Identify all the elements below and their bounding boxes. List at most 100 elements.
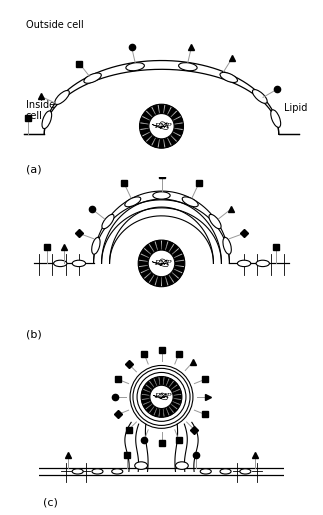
- Polygon shape: [166, 378, 173, 387]
- Text: Outside cell: Outside cell: [26, 20, 83, 30]
- Circle shape: [138, 240, 185, 287]
- Text: Lipid: Lipid: [284, 102, 307, 113]
- Ellipse shape: [240, 469, 251, 474]
- Ellipse shape: [126, 63, 144, 71]
- Ellipse shape: [125, 197, 141, 207]
- Text: Inside
cell: Inside cell: [26, 99, 55, 121]
- Ellipse shape: [92, 237, 100, 254]
- Polygon shape: [142, 111, 152, 120]
- Polygon shape: [168, 135, 177, 146]
- Circle shape: [141, 376, 182, 417]
- Ellipse shape: [237, 260, 251, 267]
- Polygon shape: [140, 117, 150, 124]
- Polygon shape: [141, 394, 150, 399]
- Ellipse shape: [175, 462, 188, 469]
- Ellipse shape: [223, 237, 231, 254]
- Polygon shape: [141, 399, 151, 404]
- Polygon shape: [149, 275, 157, 286]
- Ellipse shape: [253, 90, 267, 104]
- Polygon shape: [149, 241, 157, 252]
- Polygon shape: [141, 389, 151, 395]
- Ellipse shape: [153, 192, 170, 199]
- Circle shape: [149, 113, 174, 139]
- Polygon shape: [174, 254, 184, 261]
- Polygon shape: [139, 254, 149, 261]
- Polygon shape: [166, 241, 174, 252]
- Ellipse shape: [72, 469, 83, 474]
- Polygon shape: [172, 269, 182, 278]
- Polygon shape: [173, 128, 183, 135]
- Polygon shape: [166, 275, 174, 286]
- Polygon shape: [141, 249, 151, 258]
- Polygon shape: [141, 269, 151, 278]
- Polygon shape: [172, 399, 182, 404]
- Polygon shape: [164, 138, 171, 148]
- Ellipse shape: [84, 73, 101, 83]
- Polygon shape: [150, 378, 157, 387]
- Polygon shape: [164, 105, 171, 115]
- Polygon shape: [155, 276, 161, 287]
- Polygon shape: [173, 394, 182, 399]
- Ellipse shape: [200, 469, 211, 474]
- Polygon shape: [162, 276, 168, 287]
- Polygon shape: [169, 244, 179, 254]
- Ellipse shape: [54, 260, 67, 267]
- Polygon shape: [139, 266, 149, 272]
- Polygon shape: [171, 402, 180, 409]
- Ellipse shape: [220, 73, 237, 82]
- Polygon shape: [154, 377, 160, 386]
- Polygon shape: [171, 385, 180, 392]
- Ellipse shape: [256, 260, 269, 267]
- Ellipse shape: [135, 462, 148, 469]
- Text: (b): (b): [26, 329, 41, 339]
- Ellipse shape: [182, 197, 198, 207]
- Polygon shape: [152, 138, 159, 148]
- Polygon shape: [138, 261, 148, 266]
- Polygon shape: [173, 117, 183, 124]
- Polygon shape: [146, 107, 155, 117]
- Ellipse shape: [72, 260, 86, 267]
- Text: RNP: RNP: [154, 392, 172, 400]
- Polygon shape: [146, 135, 155, 146]
- Polygon shape: [172, 389, 182, 395]
- Polygon shape: [159, 376, 164, 385]
- Polygon shape: [163, 408, 169, 417]
- Polygon shape: [169, 272, 179, 283]
- Text: (c): (c): [43, 497, 57, 507]
- Ellipse shape: [55, 91, 69, 105]
- Circle shape: [150, 385, 173, 408]
- Polygon shape: [143, 402, 152, 409]
- Polygon shape: [168, 107, 177, 117]
- Polygon shape: [169, 381, 177, 390]
- Text: (a): (a): [26, 164, 41, 174]
- Ellipse shape: [179, 63, 197, 71]
- Polygon shape: [140, 123, 149, 129]
- Polygon shape: [142, 132, 152, 141]
- Polygon shape: [171, 111, 181, 120]
- Ellipse shape: [209, 214, 221, 229]
- Polygon shape: [174, 123, 183, 129]
- Ellipse shape: [92, 469, 103, 474]
- Polygon shape: [155, 240, 161, 250]
- Polygon shape: [159, 408, 164, 417]
- Polygon shape: [140, 128, 150, 135]
- Circle shape: [140, 104, 183, 148]
- Ellipse shape: [220, 469, 231, 474]
- Polygon shape: [144, 244, 154, 254]
- Polygon shape: [152, 105, 159, 115]
- Ellipse shape: [102, 214, 114, 229]
- Text: RNP: RNP: [154, 259, 172, 267]
- Polygon shape: [146, 381, 154, 390]
- Polygon shape: [150, 406, 157, 416]
- Ellipse shape: [112, 469, 123, 474]
- Polygon shape: [162, 240, 168, 250]
- Polygon shape: [159, 104, 164, 114]
- Polygon shape: [144, 272, 154, 283]
- Text: RNP: RNP: [154, 122, 172, 130]
- Polygon shape: [174, 266, 184, 272]
- Ellipse shape: [42, 111, 52, 129]
- Polygon shape: [143, 385, 152, 392]
- Circle shape: [148, 250, 175, 277]
- Polygon shape: [163, 377, 169, 386]
- Polygon shape: [166, 406, 173, 416]
